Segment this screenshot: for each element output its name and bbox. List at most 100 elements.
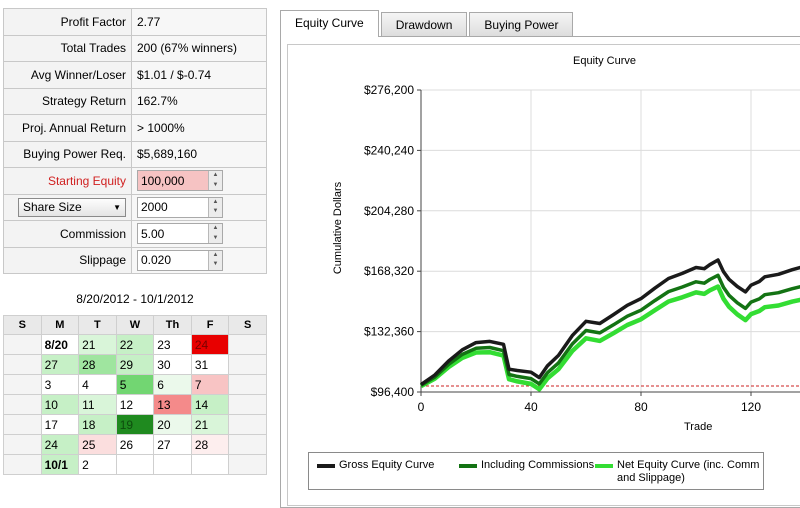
calendar-day[interactable]: 10 [40,394,80,415]
calendar-day[interactable]: 24 [40,434,80,455]
calendar-day [228,434,267,455]
spin-down-icon[interactable]: ▼ [212,181,219,188]
x-tick-label: 120 [741,400,761,414]
legend-item-net: Net Equity Curve (inc. Comm and Slippage… [595,459,762,485]
legend-swatch [595,464,613,468]
calendar-day[interactable]: 2 [78,454,117,475]
calendar-day[interactable]: 30 [153,354,192,375]
calendar-week: 27 28 29 30 31 [3,354,267,375]
calendar-day [228,454,267,475]
spin-up-icon[interactable]: ▲ [212,172,219,179]
stat-value: 162.7% [131,87,267,115]
calendar-day[interactable]: 6 [153,374,192,395]
calendar-day[interactable]: 27 [40,354,80,375]
stat-label: Buying Power Req. [3,140,132,168]
calendar-day [3,374,42,395]
share-size-selected: Share Size [23,200,82,215]
legend-swatch [317,464,335,468]
y-tick-label: $96,400 [371,385,415,399]
calendar-day [190,454,230,475]
y-tick-label: $240,240 [364,143,414,157]
starting-equity-label: Starting Equity [3,167,132,195]
x-tick-label: 80 [634,400,648,414]
stats-table: Profit Factor 2.77 Total Trades 200 (67% wi… [3,8,267,274]
tab-equity-curve[interactable]: Equity Curve [280,10,379,37]
calendar-weekday-header: F [190,315,230,335]
stat-row: Profit Factor 2.77 [3,8,267,36]
slippage-label: Slippage [3,246,132,274]
calendar-day[interactable]: 22 [115,334,155,355]
tab-buying-power[interactable]: Buying Power [469,12,574,37]
commission-row: Commission ▲▼ [3,220,267,248]
calendar-day[interactable]: 12 [115,394,155,415]
calendar-day [228,334,267,355]
commission-stepper[interactable]: ▲▼ [137,223,223,245]
calendar-day[interactable]: 10/1 [40,454,80,475]
spin-up-icon[interactable]: ▲ [212,225,219,232]
share-size-stepper[interactable]: ▲▼ [137,196,223,218]
spin-up-icon[interactable]: ▲ [212,251,219,258]
calendar-week: 10 11 12 13 14 [3,394,267,415]
calendar-day[interactable]: 20 [153,414,192,435]
stat-value: $1.01 / $-0.74 [131,61,267,89]
calendar-day[interactable]: 13 [153,394,192,415]
calendar-day [228,354,267,375]
calendar-weekday-header: S [228,315,267,335]
spin-down-icon[interactable]: ▼ [212,234,219,241]
stat-label: Profit Factor [3,8,132,36]
calendar-day[interactable]: 21 [190,414,230,435]
calendar-day [115,454,155,475]
starting-equity-input[interactable] [138,171,208,191]
x-axis-label: Trade [684,421,713,433]
calendar-day[interactable]: 19 [115,414,155,435]
stat-label: Avg Winner/Loser [3,61,132,89]
calendar-day[interactable]: 18 [78,414,117,435]
legend-label: Net Equity Curve (inc. Comm and Slippage… [617,459,760,484]
calendar-day[interactable]: 3 [40,374,80,395]
calendar-day[interactable]: 28 [190,434,230,455]
starting-equity-row: Starting Equity ▲▼ [3,167,267,195]
chart-title: Equity Curve [573,55,636,67]
stat-row: Strategy Return 162.7% [3,87,267,115]
calendar-day[interactable]: 26 [115,434,155,455]
calendar-day [3,394,42,415]
dropdown-arrow-icon: ▼ [113,202,121,212]
share-size-input[interactable] [138,197,208,217]
x-tick-label: 40 [524,400,538,414]
legend-label: Including Commissions [481,459,595,471]
calendar-day[interactable]: 21 [78,334,117,355]
y-tick-label: $276,200 [364,83,414,97]
stat-label: Strategy Return [3,87,132,115]
calendar-day[interactable]: 27 [153,434,192,455]
slippage-stepper[interactable]: ▲▼ [137,249,223,271]
calendar-day[interactable]: 28 [78,354,117,375]
y-tick-label: $168,320 [364,264,414,278]
stat-value: 200 (67% winners) [131,34,267,62]
share-size-dropdown[interactable]: Share Size ▼ [18,197,126,217]
legend-item-gross: Gross Equity Curve [317,459,434,471]
calendar-day[interactable]: 24 [190,334,230,355]
calendar-day [3,454,42,475]
starting-equity-stepper[interactable]: ▲▼ [137,170,223,192]
chart-legend: Gross Equity Curve Including Commissions… [308,452,764,490]
stat-row: Proj. Annual Return > 1000% [3,114,267,142]
calendar-day[interactable]: 31 [190,354,230,375]
commission-label: Commission [3,220,132,248]
tab-drawdown[interactable]: Drawdown [380,12,468,37]
commission-input[interactable] [138,224,208,244]
spin-down-icon[interactable]: ▼ [212,261,219,268]
stat-value: $5,689,160 [131,140,267,168]
series-line-2 [419,284,800,392]
x-tick-label: 0 [418,400,425,414]
spin-up-icon[interactable]: ▲ [212,198,219,205]
calendar-day[interactable]: 4 [78,374,117,395]
y-axis-label: Cumulative Dollars [332,181,344,275]
legend-swatch [459,464,477,468]
stat-value: > 1000% [131,114,267,142]
slippage-row: Slippage ▲▼ [3,246,267,274]
calendar-range: 8/20/2012 - 10/1/2012 [76,292,194,306]
slippage-input[interactable] [138,250,208,270]
calendar-weekday-header: S [3,315,42,335]
legend-label: Gross Equity Curve [339,459,435,471]
spin-down-icon[interactable]: ▼ [212,208,219,215]
